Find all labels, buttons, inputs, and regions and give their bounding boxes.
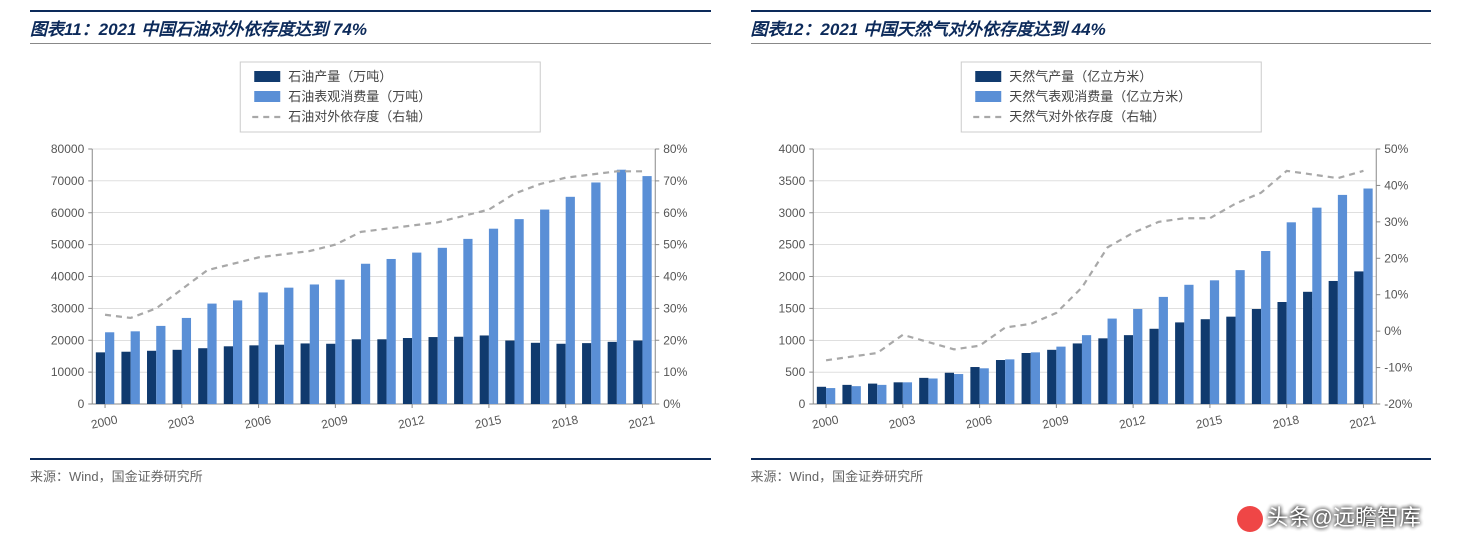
svg-text:0%: 0% (1384, 324, 1402, 338)
svg-text:2000: 2000 (90, 412, 119, 431)
left-panel: 图表11：2021 中国石油对外依存度达到 74% 0 10000 20000 300… (30, 10, 711, 485)
left-source: 来源：Wind，国金证券研究所 (30, 458, 711, 485)
right-source: 来源：Wind，国金证券研究所 (751, 458, 1432, 485)
svg-text:2009: 2009 (320, 412, 349, 431)
svg-text:2000: 2000 (810, 412, 839, 431)
svg-text:10%: 10% (663, 365, 687, 379)
svg-text:2012: 2012 (1117, 412, 1146, 431)
svg-text:40000: 40000 (51, 270, 85, 284)
svg-text:2000: 2000 (778, 270, 805, 284)
svg-text:50000: 50000 (51, 238, 85, 252)
right-title: 图表12：2021 中国天然气对外依存度达到 44% (751, 10, 1432, 44)
svg-text:2018: 2018 (1271, 412, 1300, 431)
svg-text:80000: 80000 (51, 142, 85, 156)
left-title: 图表11：2021 中国石油对外依存度达到 74% (30, 10, 711, 44)
svg-text:2003: 2003 (166, 412, 195, 431)
svg-text:2012: 2012 (397, 412, 426, 431)
svg-text:1000: 1000 (778, 333, 805, 347)
svg-text:80%: 80% (663, 142, 687, 156)
svg-text:40%: 40% (663, 270, 687, 284)
svg-text:2009: 2009 (1041, 412, 1070, 431)
left-chart: 0 10000 20000 30000 40000 50000 60000 70000 8000… (30, 54, 711, 454)
svg-text:20%: 20% (663, 333, 687, 347)
right-panel: 图表12：2021 中国天然气对外依存度达到 44% 0 500 1000 1500 2… (751, 10, 1432, 485)
svg-text:2015: 2015 (1194, 412, 1223, 431)
svg-text:70%: 70% (663, 174, 687, 188)
svg-text:石油表观消费量（万吨）: 石油表观消费量（万吨） (288, 89, 431, 104)
svg-text:2003: 2003 (887, 412, 916, 431)
svg-text:石油对外依存度（右轴）: 石油对外依存度（右轴） (288, 109, 431, 124)
svg-text:60000: 60000 (51, 206, 85, 220)
svg-text:30%: 30% (663, 301, 687, 315)
svg-text:天然气表观消费量（亿立方米）: 天然气表观消费量（亿立方米） (1009, 89, 1191, 104)
svg-text:30000: 30000 (51, 301, 85, 315)
svg-text:4000: 4000 (778, 142, 805, 156)
svg-text:2018: 2018 (550, 412, 579, 431)
watermark-icon (1237, 506, 1263, 532)
right-chart: 0 500 1000 1500 2000 2500 3000 3500 4000 -20% -10%… (751, 54, 1432, 454)
svg-text:500: 500 (785, 365, 805, 379)
svg-text:50%: 50% (663, 238, 687, 252)
watermark-text: 头条@远瞻智库 (1267, 505, 1421, 530)
svg-text:20000: 20000 (51, 333, 85, 347)
svg-text:天然气产量（亿立方米）: 天然气产量（亿立方米） (1009, 69, 1152, 84)
charts-row: 图表11：2021 中国石油对外依存度达到 74% 01000020000300… (0, 0, 1461, 485)
svg-text:40%: 40% (1384, 178, 1408, 192)
svg-text:10%: 10% (1384, 288, 1408, 302)
svg-text:2006: 2006 (964, 412, 993, 431)
svg-text:2006: 2006 (243, 412, 272, 431)
svg-text:2015: 2015 (474, 412, 503, 431)
svg-text:0: 0 (78, 397, 85, 411)
svg-text:70000: 70000 (51, 174, 85, 188)
svg-text:-20%: -20% (1384, 397, 1412, 411)
svg-text:20%: 20% (1384, 251, 1408, 265)
watermark: 头条@远瞻智库 (1237, 500, 1421, 532)
svg-text:10000: 10000 (51, 365, 85, 379)
svg-text:0%: 0% (663, 397, 681, 411)
svg-text:60%: 60% (663, 206, 687, 220)
svg-text:2021: 2021 (627, 412, 656, 431)
svg-text:石油产量（万吨）: 石油产量（万吨） (288, 69, 392, 84)
svg-text:2500: 2500 (778, 238, 805, 252)
svg-text:-10%: -10% (1384, 361, 1412, 375)
svg-text:30%: 30% (1384, 215, 1408, 229)
svg-text:3000: 3000 (778, 206, 805, 220)
svg-text:2021: 2021 (1348, 412, 1377, 431)
svg-text:0: 0 (798, 397, 805, 411)
svg-text:1500: 1500 (778, 301, 805, 315)
svg-text:天然气对外依存度（右轴）: 天然气对外依存度（右轴） (1009, 109, 1165, 124)
svg-text:3500: 3500 (778, 174, 805, 188)
svg-text:50%: 50% (1384, 142, 1408, 156)
